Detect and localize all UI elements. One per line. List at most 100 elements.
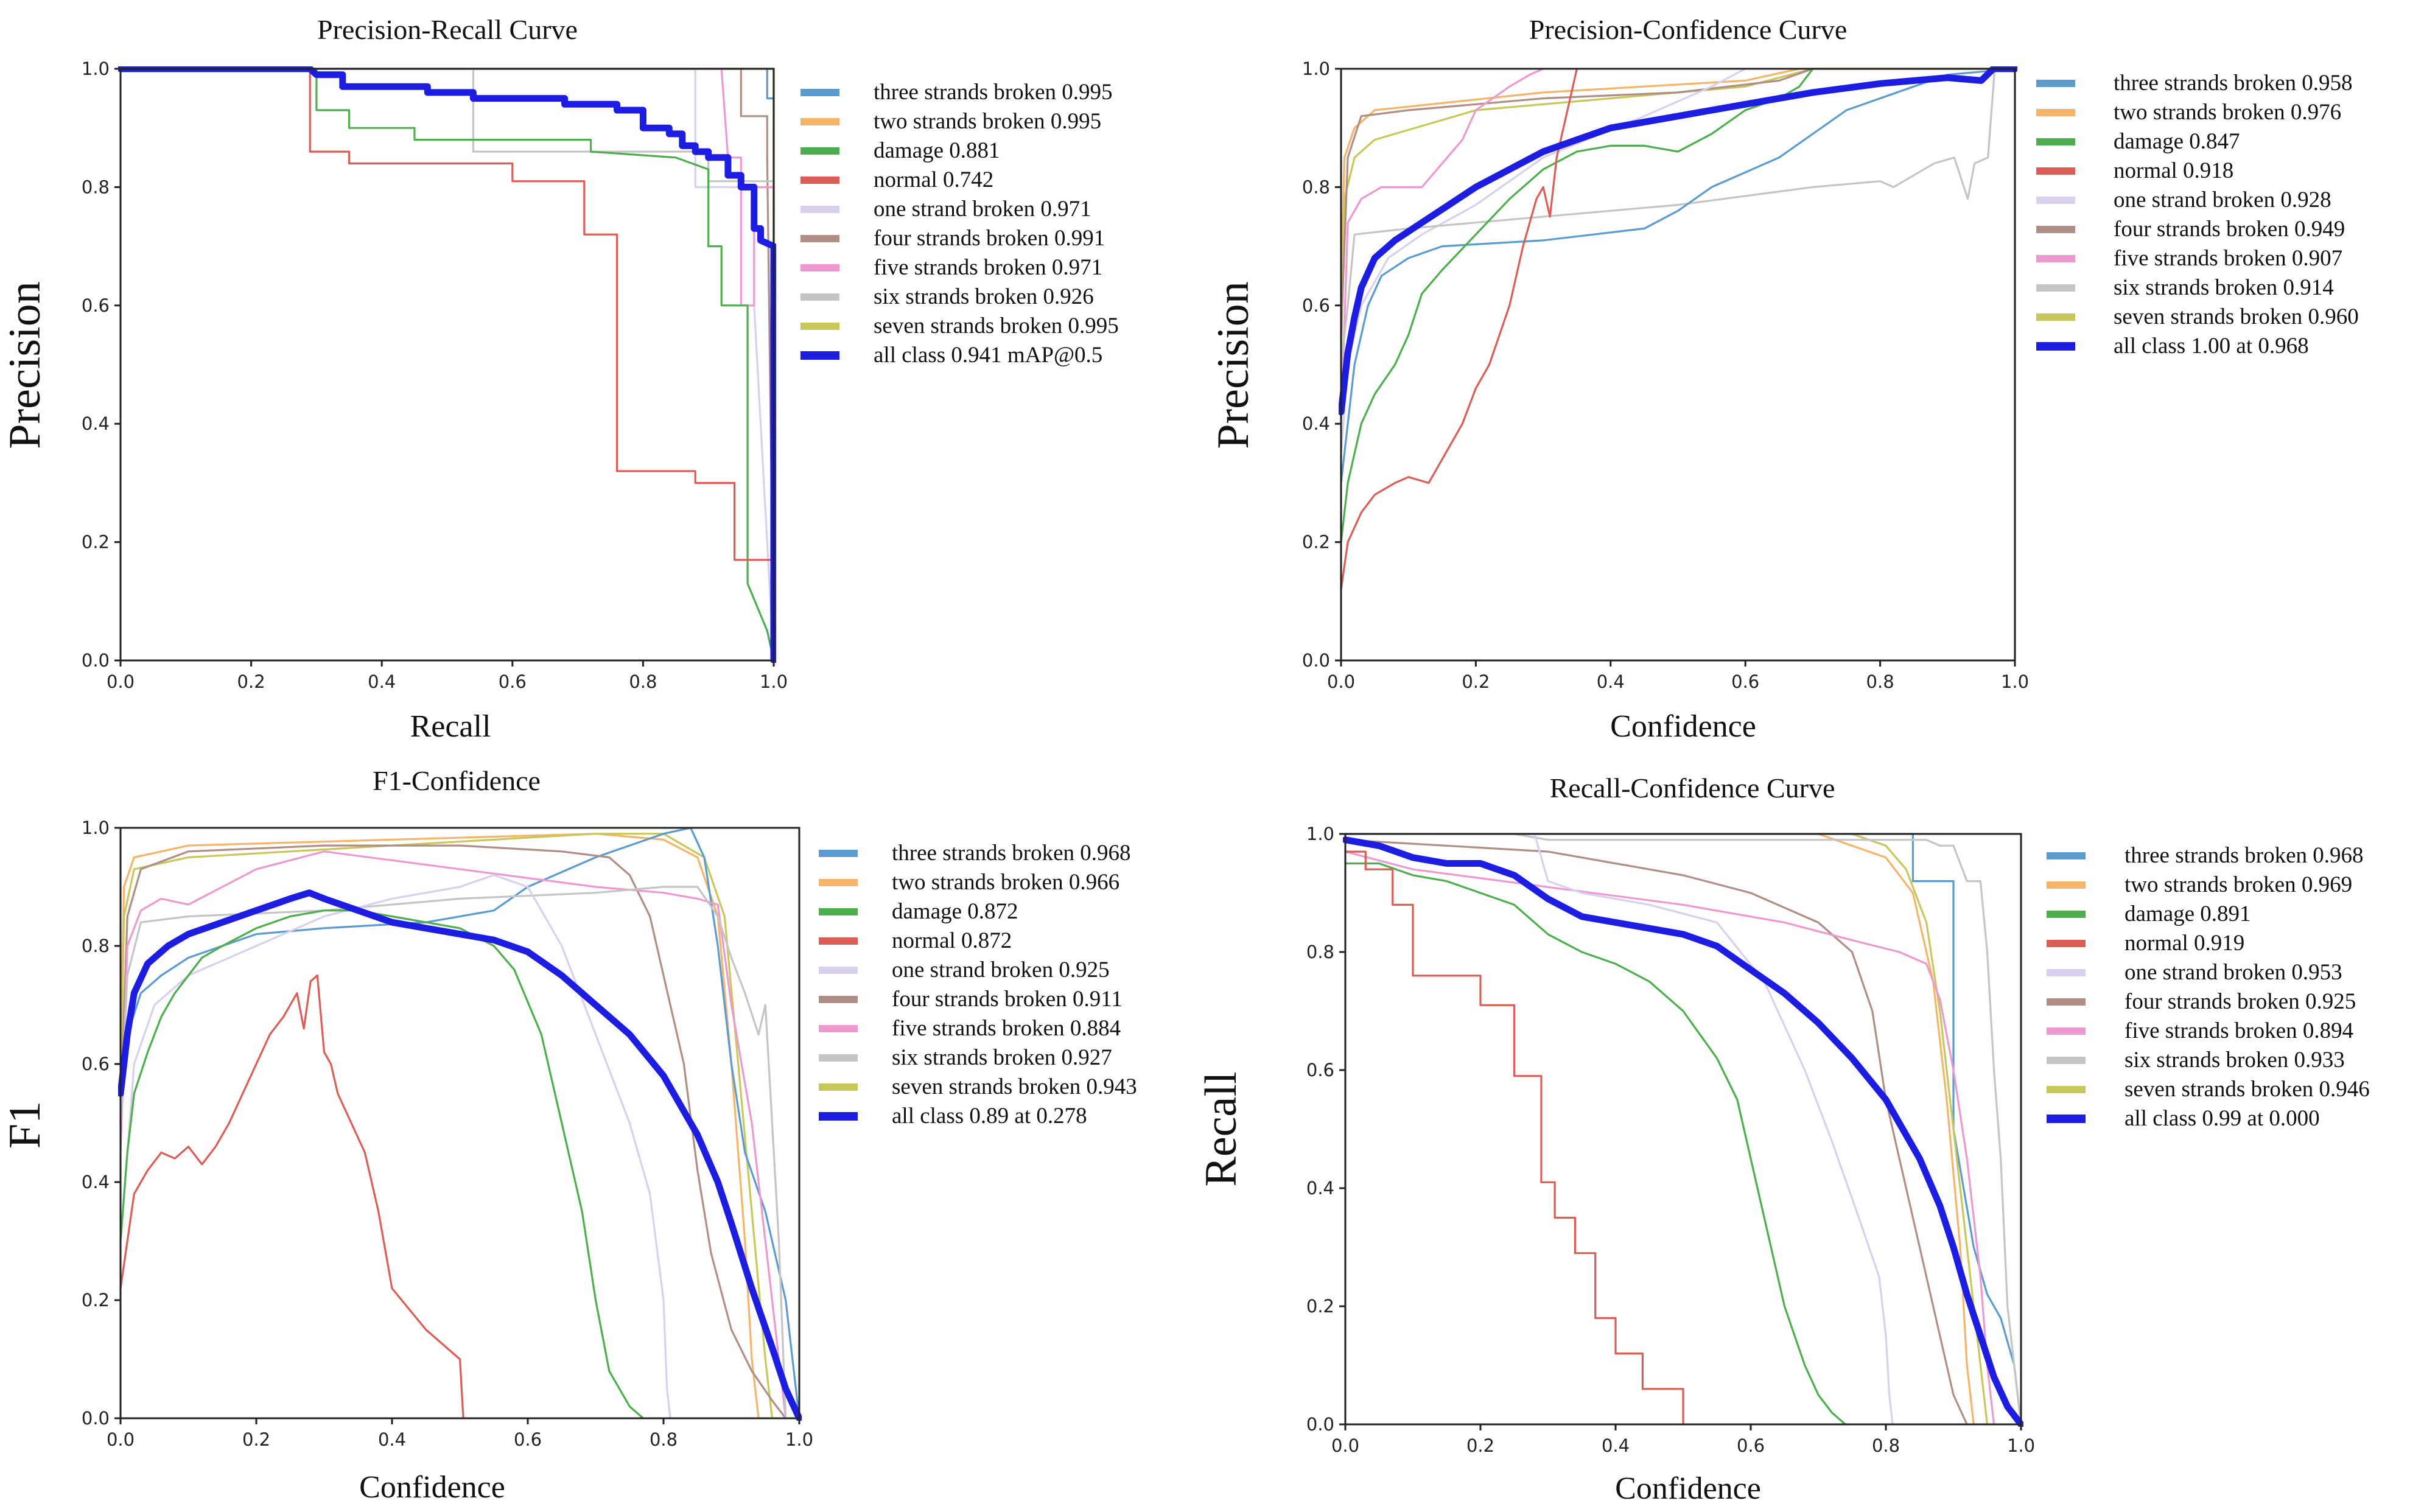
x-tick-label: 1.0 bbox=[760, 671, 788, 692]
series-line-normal bbox=[1340, 68, 1578, 591]
x-tick-label: 1.0 bbox=[2007, 1435, 2035, 1456]
series-line-four bbox=[1340, 68, 2016, 337]
legend-label-six: six strands broken 0.914 bbox=[2114, 275, 2334, 300]
x-tick-label: 0.2 bbox=[242, 1429, 270, 1450]
legend-label-one: one strand broken 0.971 bbox=[874, 197, 1091, 222]
series-line-five bbox=[1340, 68, 1544, 425]
x-tick-label: 0.0 bbox=[107, 1429, 135, 1450]
legend-label-normal: normal 0.742 bbox=[874, 167, 993, 192]
f1-confidence-panel: F1-Confidence Confidence F1 0.00.0 0.2 0.2 0.4… bbox=[0, 765, 1137, 1505]
series-line-damage bbox=[119, 909, 645, 1419]
legend-label-damage: damage 0.847 bbox=[2114, 129, 2240, 154]
legend-label-damage: damage 0.881 bbox=[874, 138, 1000, 163]
legend-label-all: all class 0.941 mAP@0.5 bbox=[874, 343, 1102, 368]
series-line-all bbox=[1343, 836, 2023, 1427]
legend-label-normal: normal 0.919 bbox=[2125, 931, 2244, 956]
series-line-two bbox=[1817, 833, 1975, 1426]
series-line-four bbox=[119, 844, 787, 1419]
x-axis-label: Confidence bbox=[1615, 1471, 1761, 1506]
chart-title: Precision-Recall Curve bbox=[317, 14, 578, 45]
x-tick-label: 0.4 bbox=[378, 1429, 406, 1450]
x-tick-label: 0.2 bbox=[1462, 671, 1490, 692]
legend-label-five: five strands broken 0.907 bbox=[2114, 246, 2342, 271]
series-line-damage bbox=[1344, 862, 1846, 1426]
plot-frame bbox=[1344, 833, 2022, 1426]
series-line-six bbox=[1340, 68, 1996, 366]
series-line-all bbox=[118, 66, 776, 663]
series-line-damage bbox=[119, 68, 775, 662]
y-tick-label: 0.0 bbox=[1306, 1414, 1334, 1435]
x-tick-label: 0.8 bbox=[650, 1429, 678, 1450]
series-line-three bbox=[1340, 68, 2016, 485]
series-line-one bbox=[1533, 833, 1894, 1426]
series-line-five bbox=[119, 850, 787, 1419]
x-axis-label: Confidence bbox=[1610, 709, 1756, 744]
legend-label-one: one strand broken 0.953 bbox=[2125, 960, 2342, 985]
y-tick-label: 0.8 bbox=[82, 936, 110, 956]
y-tick-label: 0.8 bbox=[1306, 942, 1334, 962]
chart-title: Precision-Confidence Curve bbox=[1529, 14, 1847, 45]
series-line-normal bbox=[1344, 850, 1684, 1426]
legend-label-three: three strands broken 0.968 bbox=[2125, 843, 2364, 868]
y-axis-label: F1 bbox=[0, 1101, 50, 1149]
legend-label-three: three strands broken 0.995 bbox=[874, 80, 1113, 105]
series-line-six bbox=[119, 886, 787, 1419]
y-tick-label: 0.8 bbox=[82, 177, 110, 197]
precision-recall-panel: Precision-Recall Curve Recall Precision 0.0… bbox=[0, 14, 1119, 744]
x-tick-label: 0.6 bbox=[514, 1429, 542, 1450]
legend-label-three: three strands broken 0.968 bbox=[892, 841, 1131, 866]
legend-label-all: all class 1.00 at 0.968 bbox=[2114, 334, 2309, 359]
legend-label-four: four strands broken 0.911 bbox=[892, 987, 1123, 1012]
x-tick-label: 0.0 bbox=[1331, 1435, 1359, 1456]
legend-label-normal: normal 0.872 bbox=[892, 928, 1012, 953]
y-axis-label: Precision bbox=[0, 281, 50, 449]
series-line-five bbox=[1344, 850, 1995, 1426]
chart-title: Recall-Confidence Curve bbox=[1550, 772, 1835, 803]
y-tick-label: 0.0 bbox=[1302, 650, 1330, 671]
series-line-four bbox=[1344, 839, 1968, 1426]
plot-frame bbox=[1340, 68, 2016, 662]
legend-label-two: two strands broken 0.966 bbox=[892, 870, 1119, 895]
x-tick-label: 0.4 bbox=[368, 671, 396, 692]
legend-label-six: six strands broken 0.927 bbox=[892, 1045, 1112, 1070]
legend: three strands broken 0.958 two strands br… bbox=[2036, 71, 2359, 359]
legend-label-four: four strands broken 0.991 bbox=[874, 226, 1105, 251]
x-tick-label: 0.8 bbox=[629, 671, 657, 692]
series-group bbox=[118, 827, 802, 1421]
x-tick-label: 0.2 bbox=[1466, 1435, 1494, 1456]
y-axis-label: Recall bbox=[1196, 1071, 1246, 1186]
x-tick-label: 0.8 bbox=[1866, 671, 1894, 692]
x-axis-label: Confidence bbox=[359, 1470, 505, 1505]
y-tick-label: 0.2 bbox=[1302, 532, 1330, 553]
series-line-two bbox=[1340, 68, 2016, 295]
legend-label-four: four strands broken 0.925 bbox=[2125, 989, 2356, 1014]
legend-label-seven: seven strands broken 0.946 bbox=[2125, 1077, 2370, 1102]
y-tick-label: 0.4 bbox=[1302, 413, 1330, 434]
series-line-damage bbox=[1340, 68, 1814, 544]
series-line-six bbox=[1344, 833, 2022, 1426]
y-tick-label: 0.8 bbox=[1302, 177, 1330, 197]
legend-label-six: six strands broken 0.933 bbox=[2125, 1048, 2345, 1073]
legend: three strands broken 0.995 two strands br… bbox=[800, 80, 1119, 368]
series-line-normal bbox=[119, 68, 775, 662]
chart-title: F1-Confidence bbox=[373, 765, 541, 796]
y-tick-label: 0.6 bbox=[82, 295, 110, 316]
x-tick-label: 0.0 bbox=[1327, 671, 1355, 692]
series-group bbox=[1343, 833, 2023, 1427]
series-line-one bbox=[119, 873, 671, 1419]
x-tick-label: 0.2 bbox=[237, 671, 265, 692]
legend-label-six: six strands broken 0.926 bbox=[874, 284, 1094, 309]
plot-frame bbox=[119, 827, 800, 1419]
x-tick-label: 0.0 bbox=[107, 671, 135, 692]
legend-label-two: two strands broken 0.976 bbox=[2114, 100, 2341, 125]
y-tick-label: 1.0 bbox=[1302, 58, 1330, 79]
legend-label-one: one strand broken 0.925 bbox=[892, 957, 1110, 982]
x-tick-label: 0.4 bbox=[1602, 1435, 1630, 1456]
y-tick-label: 0.6 bbox=[1302, 295, 1330, 316]
plot-frame bbox=[119, 68, 775, 662]
y-tick-label: 0.4 bbox=[82, 1172, 110, 1192]
legend-label-seven: seven strands broken 0.960 bbox=[2114, 304, 2359, 329]
y-axis-label: Precision bbox=[1208, 281, 1258, 449]
y-tick-label: 1.0 bbox=[82, 817, 110, 838]
